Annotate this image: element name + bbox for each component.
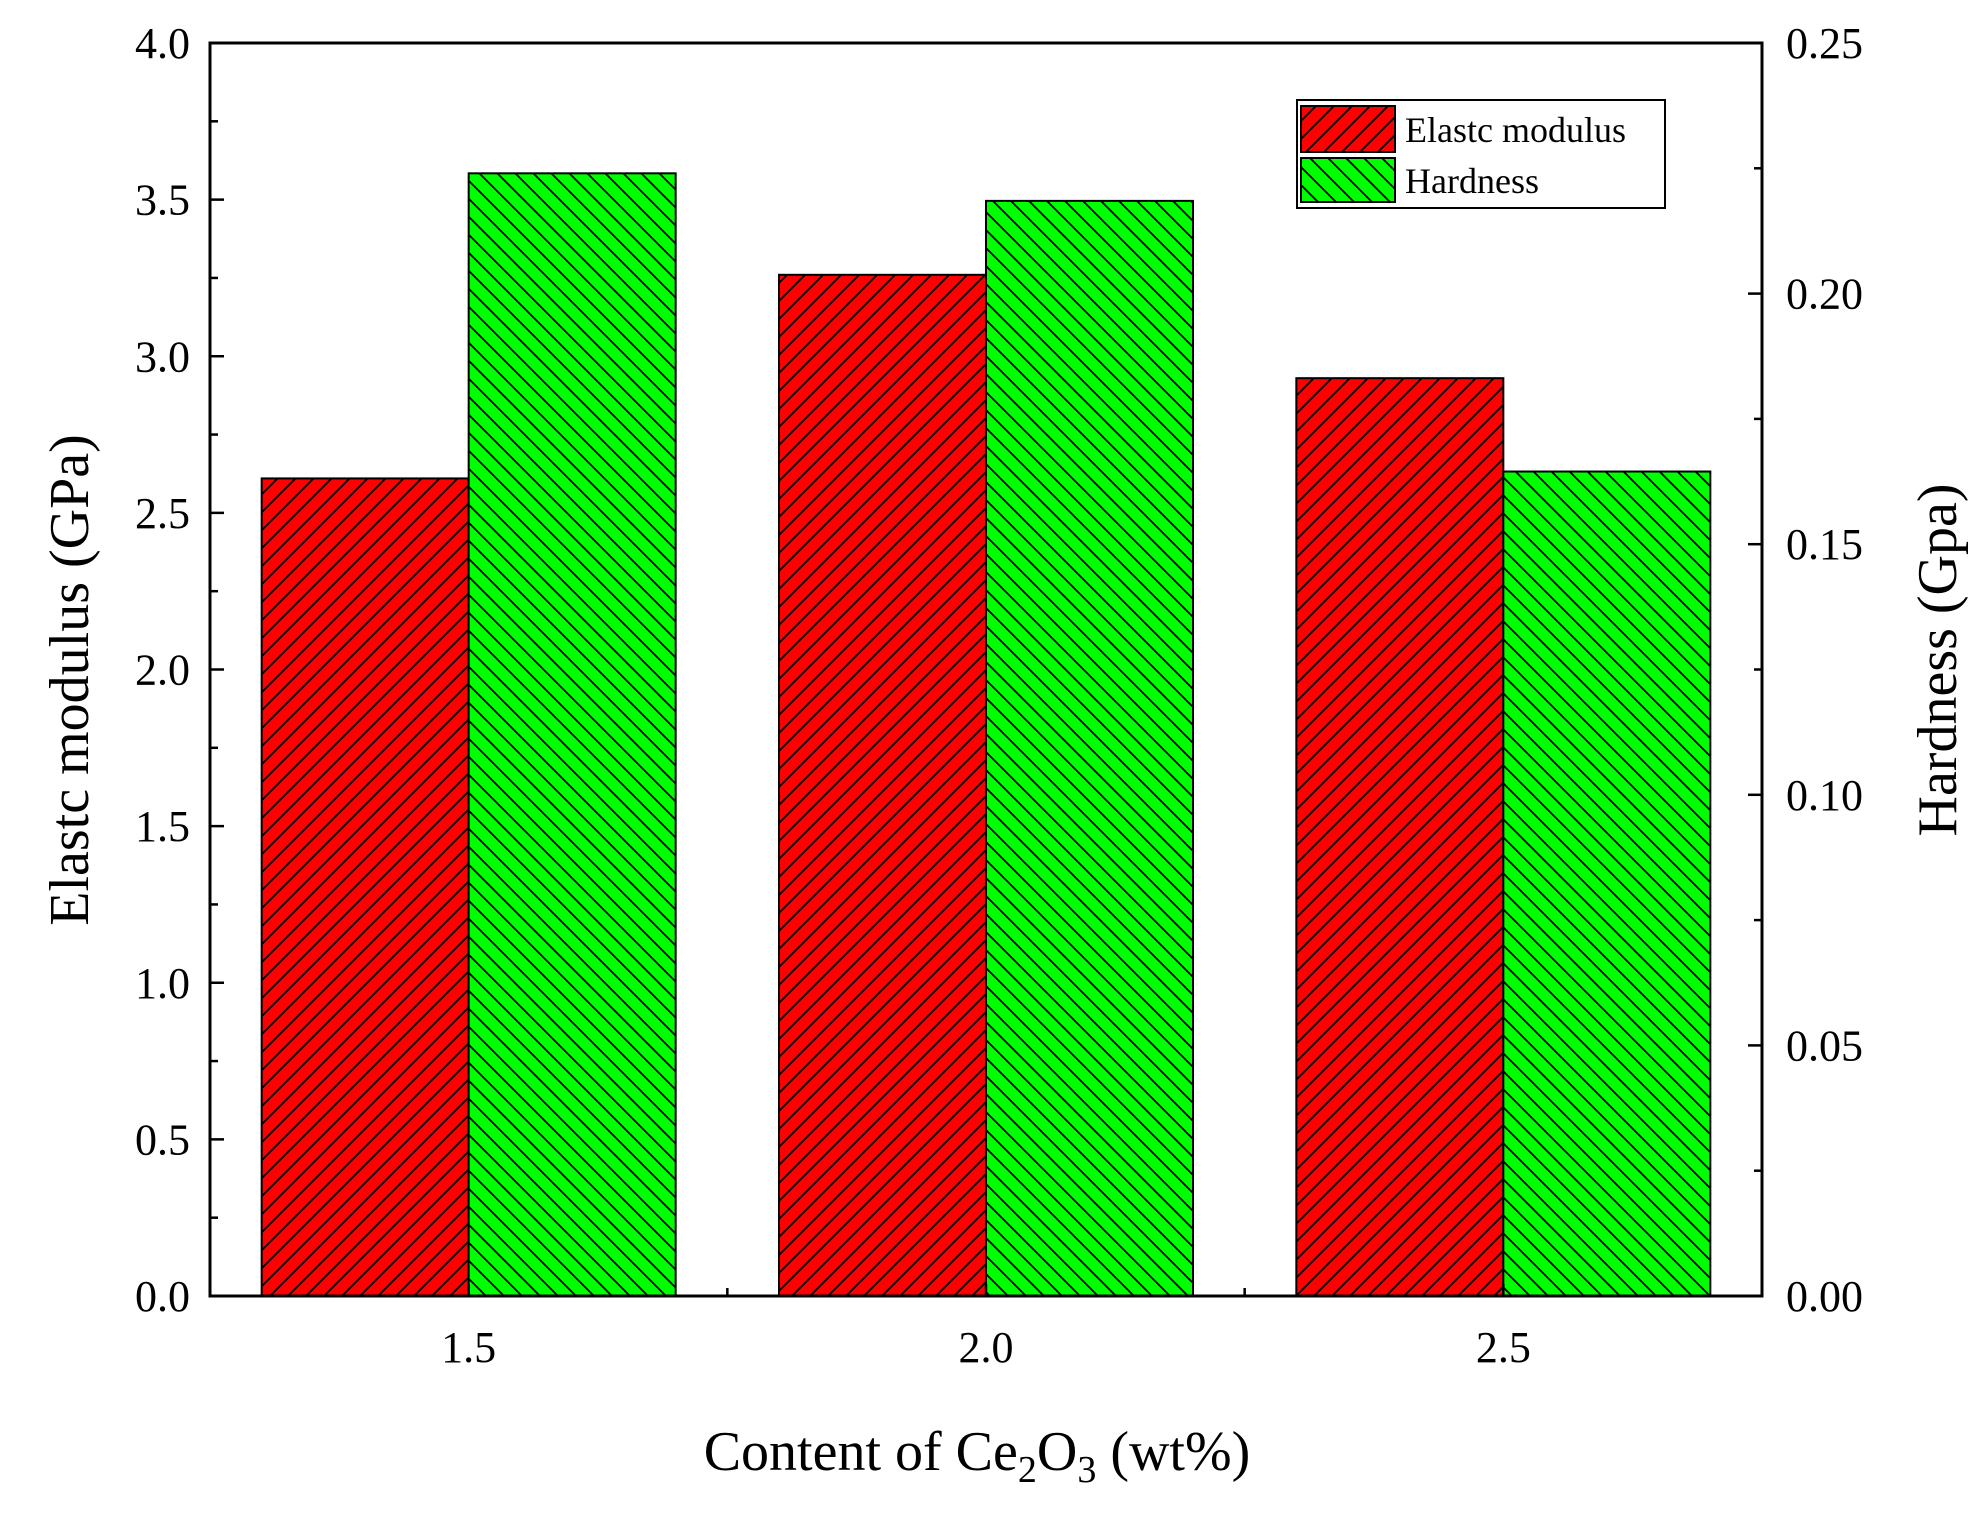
x-tick-label: 2.5 bbox=[1476, 1323, 1531, 1372]
y-axis-right-title: Hardness (Gpa) bbox=[1907, 484, 1969, 837]
y-left-tick-label: 3.0 bbox=[135, 332, 190, 381]
y-right-tick-label: 0.00 bbox=[1786, 1272, 1863, 1321]
bar-elastic-modulus-2.5 bbox=[1295, 377, 1505, 1297]
x-axis-title: Content of Ce2O3 (wt%) bbox=[704, 1421, 1251, 1491]
x-tick-label: 2.0 bbox=[959, 1323, 1014, 1372]
y-left-tick-label: 1.0 bbox=[135, 959, 190, 1008]
legend-swatch-hardness bbox=[1300, 157, 1396, 203]
y-left-tick-label: 4.0 bbox=[135, 19, 190, 68]
y-right-tick-label: 0.05 bbox=[1786, 1021, 1863, 1070]
legend-label-hardness: Hardness bbox=[1405, 161, 1539, 201]
bar-elastic-modulus-2.0 bbox=[778, 273, 987, 1297]
y-right-tick-label: 0.10 bbox=[1786, 771, 1863, 820]
bars-layer bbox=[260, 172, 1712, 1298]
bar-elastic-modulus-1.5 bbox=[260, 477, 470, 1298]
y-left-tick-label: 3.5 bbox=[135, 176, 190, 225]
bar-hardness-2.5 bbox=[1502, 470, 1712, 1297]
y-right-tick-label: 0.20 bbox=[1786, 270, 1863, 319]
y-left-tick-label: 1.5 bbox=[135, 802, 190, 851]
x-tick-label: 1.5 bbox=[441, 1323, 496, 1372]
y-left-tick-label: 2.5 bbox=[135, 489, 190, 538]
axes-layer: 0.0 0.5 1.0 1.5 2.0 2.5 3.0 3.5 4.0 0.00 0.05 0.10 0… bbox=[135, 19, 1863, 1372]
bar-hardness-2.0 bbox=[985, 199, 1194, 1297]
legend-label-elastic-modulus: Elastc modulus bbox=[1405, 110, 1626, 150]
y-left-tick-label: 2.0 bbox=[135, 646, 190, 695]
y-axis-left-title: Elastc modulus (GPa) bbox=[39, 434, 101, 925]
y-left-tick-label: 0.5 bbox=[135, 1115, 190, 1164]
y-right-tick-label: 0.15 bbox=[1786, 520, 1863, 569]
y-right-tick-label: 0.25 bbox=[1786, 19, 1863, 68]
y-left-tick-label: 0.0 bbox=[135, 1272, 190, 1321]
bar-hardness-1.5 bbox=[467, 172, 677, 1297]
legend: Elastc modulus Hardness bbox=[1296, 99, 1666, 209]
legend-swatch-elastic-modulus bbox=[1300, 105, 1396, 153]
